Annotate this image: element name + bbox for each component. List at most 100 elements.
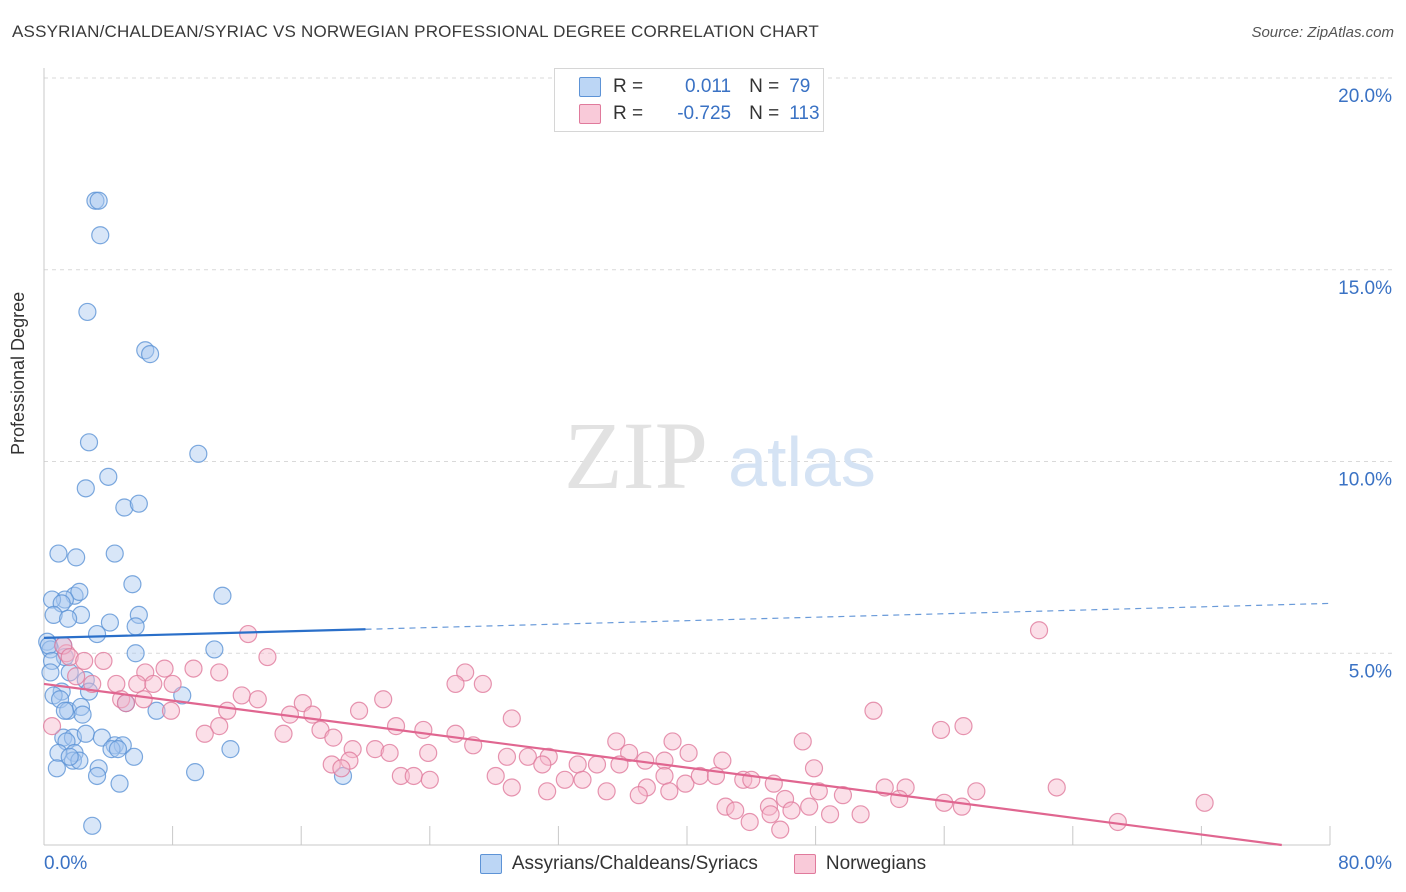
- y-tick-label: 20.0%: [1338, 86, 1392, 107]
- norwegian-point: [134, 690, 153, 709]
- legend-item-assyrians[interactable]: Assyrians/Chaldeans/Syriacs: [479, 853, 758, 875]
- norwegian-point: [655, 751, 674, 770]
- norwegian-point: [782, 801, 801, 820]
- norwegian-point: [775, 789, 795, 809]
- norwegian-point: [1029, 621, 1049, 640]
- norwegian-point: [851, 805, 870, 824]
- assyrian-point: [70, 582, 89, 601]
- norwegian-point: [218, 701, 237, 720]
- n-value: 113: [789, 103, 820, 124]
- norwegian-point: [761, 805, 780, 824]
- norwegian-point: [568, 755, 587, 774]
- norwegian-point: [42, 717, 62, 736]
- assyrian-point: [42, 590, 62, 609]
- norwegian-point: [800, 797, 819, 816]
- norwegian-point: [833, 786, 853, 805]
- assyrian-point: [110, 774, 129, 793]
- norwegian-point: [676, 774, 695, 793]
- norwegian-point: [555, 770, 574, 789]
- norwegian-point: [759, 797, 779, 816]
- norwegian-point: [1195, 793, 1214, 812]
- norwegian-point: [533, 755, 552, 774]
- norwegian-point: [446, 724, 465, 743]
- assyrian-point: [123, 575, 142, 594]
- norwegian-point: [343, 740, 362, 759]
- norwegian-point: [890, 789, 909, 809]
- pink-swatch-icon: [579, 104, 601, 124]
- norwegian-point: [716, 797, 735, 816]
- norwegian-point: [740, 812, 759, 832]
- series-legend: Assyrians/Chaldeans/Syriacs Norwegians: [0, 850, 1406, 878]
- blue-swatch-icon: [579, 77, 601, 97]
- norwegian-point: [210, 663, 229, 682]
- y-tick-label: 5.0%: [1349, 661, 1392, 682]
- norwegian-point: [195, 724, 214, 743]
- norwegian-trend-line: [43, 682, 1282, 847]
- norwegian-point: [414, 720, 433, 740]
- norwegian-point: [629, 786, 648, 805]
- assyrian-point: [115, 498, 134, 517]
- norwegian-point: [742, 770, 761, 789]
- norwegian-point: [324, 728, 343, 747]
- norwegian-point: [497, 747, 517, 766]
- assyrian-point: [89, 191, 108, 210]
- norwegian-point: [75, 651, 94, 671]
- norwegian-point: [386, 717, 406, 736]
- assyrian-point: [55, 701, 74, 720]
- watermark: ZIP atlas: [564, 402, 876, 509]
- norwegian-point: [597, 782, 616, 801]
- stats-legend: R = 0.011 N = 79 R = -0.725 N = 113: [554, 68, 824, 132]
- assyrian-point: [189, 444, 208, 463]
- norwegian-point: [67, 667, 86, 686]
- norwegian-point: [518, 747, 537, 766]
- assyrian-point: [129, 605, 148, 625]
- norwegian-point: [380, 743, 399, 763]
- assyrian-point: [129, 494, 148, 513]
- norwegian-point: [232, 686, 251, 705]
- norwegian-point: [486, 766, 505, 786]
- norwegian-point: [144, 674, 163, 694]
- assyrian-point: [124, 747, 144, 766]
- norwegian-point: [274, 724, 293, 743]
- assyrian-point: [83, 816, 102, 835]
- y-axis-label: Professional Degree: [8, 291, 28, 455]
- assyrian-point: [91, 226, 110, 245]
- tick-labels: 5.0% 10.0% 15.0% 20.0% 0.0% 80.0%: [44, 86, 1392, 874]
- stats-row-assyrians: R = 0.011 N = 79: [579, 74, 810, 100]
- legend-item-norwegians[interactable]: Norwegians: [793, 853, 926, 875]
- r-label: R =: [613, 103, 644, 124]
- norwegian-point: [804, 759, 824, 778]
- norwegian-point: [349, 701, 369, 720]
- assyrian-point: [147, 701, 166, 720]
- norwegian-point: [587, 755, 607, 774]
- assyrian-point: [67, 548, 86, 567]
- axis-layer: [43, 68, 1331, 846]
- grid-layer: [44, 77, 1392, 654]
- norwegian-point: [820, 805, 840, 824]
- norwegian-point: [248, 690, 267, 709]
- source-note: Source: ZipAtlas.com: [1251, 24, 1394, 41]
- legend-label: Assyrians/Chaldeans/Syriacs: [511, 853, 758, 874]
- r-label: R =: [613, 76, 644, 97]
- norwegian-point: [128, 674, 147, 694]
- assyrian-point: [87, 624, 107, 644]
- norwegian-point: [713, 751, 732, 770]
- norwegian-point: [374, 690, 393, 709]
- assyrian-point: [186, 763, 205, 782]
- assyrian-point: [108, 740, 128, 759]
- norwegian-point: [60, 647, 79, 667]
- norwegian-point: [864, 701, 883, 720]
- assyrian-point: [59, 609, 78, 628]
- norwegian-point: [573, 770, 592, 789]
- norwegian-point: [502, 709, 521, 728]
- assyrian-point: [105, 544, 124, 563]
- blue-swatch-icon: [479, 854, 502, 874]
- pink-swatch-icon: [793, 854, 816, 874]
- norwegian-point: [952, 797, 971, 816]
- assyrian-point: [221, 740, 240, 759]
- norwegian-point: [931, 720, 951, 740]
- assyrian-point: [49, 743, 68, 763]
- assyrian-point: [126, 617, 145, 636]
- norwegian-point: [1047, 778, 1066, 797]
- assyrian-point: [89, 759, 108, 778]
